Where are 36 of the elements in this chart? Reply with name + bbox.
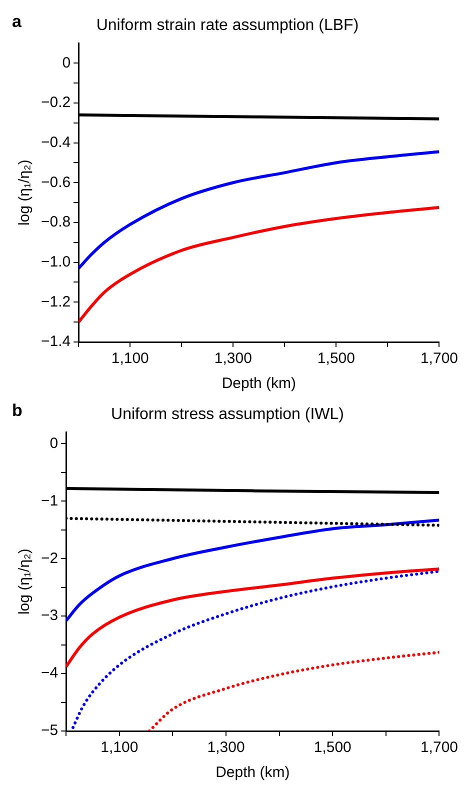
y-tick-label: −0.6 <box>40 174 71 191</box>
x-tick-label: 1,100 <box>111 350 149 368</box>
x-tick-label: 1,700 <box>420 350 458 368</box>
text: b <box>12 401 22 420</box>
y-axis-title: log (η₁/η₂) <box>16 160 34 226</box>
x-axis-title: Depth (km) <box>222 375 296 392</box>
x-tick-label: 1,100 <box>100 739 138 756</box>
y-tick-label: −2 <box>40 550 58 567</box>
y-tick-label: −1.4 <box>40 333 71 350</box>
x-tick-label: 1,300 <box>207 739 245 756</box>
y-tick-label: −5 <box>40 722 58 740</box>
y-tick-label: 0 <box>50 434 58 452</box>
line-series <box>78 206 440 324</box>
x-tick-label: 1,500 <box>317 350 355 368</box>
line-series <box>78 150 440 270</box>
x-tick-label: 1,500 <box>314 739 352 756</box>
y-tick-label: −1 <box>40 492 58 510</box>
y-tick-label: −0.2 <box>40 94 71 112</box>
chart-title: Uniform strain rate assumption (LBF) <box>96 17 359 34</box>
y-tick-label: 0 <box>62 54 71 72</box>
y-tick-label: −1.0 <box>40 253 71 270</box>
line-series <box>66 518 440 622</box>
line-series <box>66 567 440 668</box>
x-tick-label: 1,300 <box>214 350 252 368</box>
text: a <box>12 12 22 32</box>
y-tick-label: −1.2 <box>40 293 71 310</box>
y-tick-label: −3 <box>40 607 58 624</box>
y-axis-title: log (η₁/η₂) <box>16 548 34 615</box>
y-tick-label: −4 <box>40 664 58 682</box>
x-axis-title: Depth (km) <box>216 764 290 782</box>
chart-title: Uniform stress assumption (IWL) <box>111 406 344 424</box>
line-series <box>148 650 440 731</box>
y-tick-label: −0.8 <box>40 214 71 231</box>
y-tick-label: −0.4 <box>40 134 71 151</box>
x-tick-label: 1,700 <box>420 739 458 756</box>
line-series <box>72 570 440 730</box>
